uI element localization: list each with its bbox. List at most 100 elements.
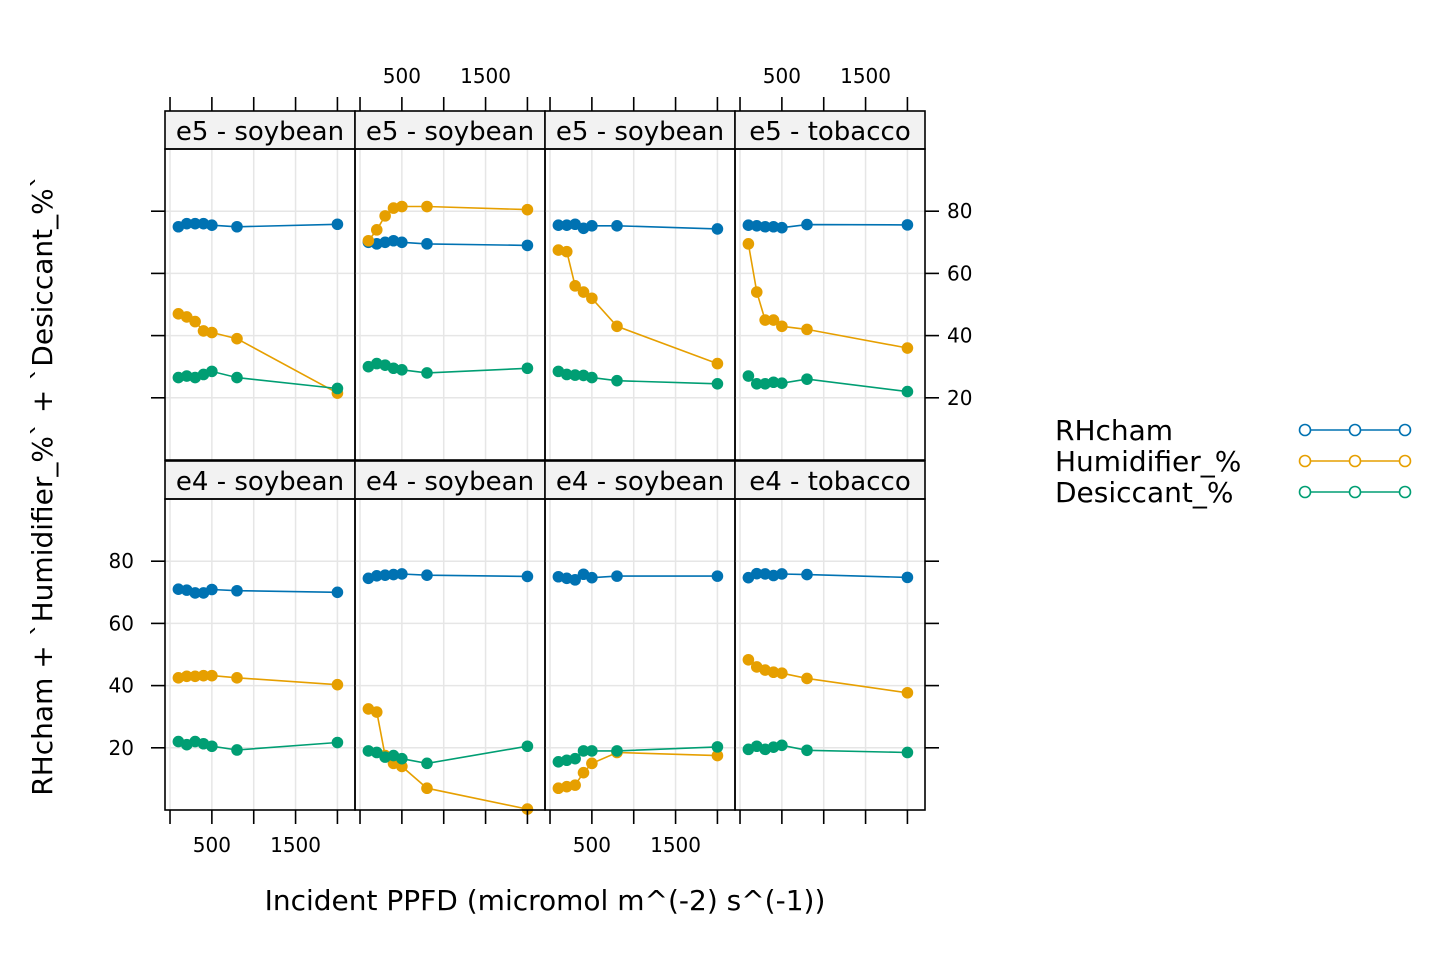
data-point [379,210,391,222]
data-point [577,745,590,757]
x-tick-label-top: 1500 [840,64,891,88]
data-point [611,220,623,232]
data-point [396,364,408,376]
strip-background [165,111,355,149]
data-point [901,571,914,584]
data-point [180,217,193,230]
data-point [801,218,813,231]
panel-5: e4 - soybean [354,460,546,815]
panel-border [354,148,546,461]
data-point [901,686,914,699]
data-point [776,667,788,679]
data-point [742,238,755,250]
data-point [711,223,724,235]
data-point [586,292,598,305]
legend-item: Humidifier_% [1055,445,1412,478]
data-point [189,587,201,599]
data-point [586,757,598,770]
panel-border [164,148,356,461]
data-point [206,365,218,378]
data-point [396,568,408,580]
data-point [750,286,763,298]
data-point [776,377,788,389]
data-point [521,740,534,753]
data-point [206,669,218,682]
data-point [331,218,344,231]
y-tick-label-left: 80 [109,549,134,573]
strip-label: e5 - tobacco [749,117,910,147]
data-point [231,371,243,384]
data-point [331,586,344,599]
data-point [611,320,623,333]
data-point [331,382,344,395]
strip-label: e4 - soybean [366,467,534,497]
data-point [370,570,383,582]
data-point [552,219,565,231]
data-point [750,567,763,580]
data-point [421,782,433,795]
x-tick-label-top: 500 [763,64,801,88]
data-point [586,220,598,232]
data-point [189,315,201,328]
panel-1: e5 - soybean [354,110,546,461]
data-point [711,749,724,762]
legend-marker [1398,454,1412,468]
data-point [379,569,391,581]
data-point [206,583,218,596]
data-point [711,357,724,370]
data-point [611,374,623,387]
y-tick-label-right: 60 [947,261,972,285]
data-point [560,368,573,381]
data-point [742,653,755,666]
legend-marker [1298,454,1312,468]
data-point [172,583,185,595]
data-point [396,200,408,213]
x-tick-label-top: 500 [383,64,421,88]
data-point [776,320,788,333]
strip-label: e4 - soybean [556,467,724,497]
data-point [569,779,581,791]
legend-marker [1348,454,1362,468]
data-point [569,752,581,765]
data-point [421,569,433,581]
data-point [231,672,243,684]
legend-marker [1398,423,1412,437]
data-point [901,746,914,759]
data-point [206,326,218,339]
panel-border [354,498,546,811]
data-point [750,220,763,232]
y-tick-label-left: 20 [109,736,134,760]
legend-label: Humidifier_% [1055,445,1241,478]
data-point [331,678,344,691]
data-point [396,752,408,765]
axes-layer: 500 1500 500 1500 500 1500 500 1500 20 40 60 80 20 40… [109,64,973,857]
series-line [558,249,718,365]
legend-label: Desiccant_% [1055,476,1233,509]
data-point [901,385,914,398]
x-tick-label-bottom: 500 [193,833,231,857]
y-tick-label-right: 80 [947,199,972,223]
x-tick-label-top: 1500 [460,64,511,88]
panel-0: e5 - soybean [164,110,356,461]
data-point [577,766,590,779]
strip-background [545,111,735,149]
data-point [767,666,780,679]
data-point [776,221,788,234]
strip-background [735,111,925,149]
data-point [569,574,581,586]
x-tick-label-bottom: 1500 [270,833,321,857]
panels-layer: e5 - soybean e5 - soybean e5 - soybean e5 -… [164,110,926,815]
legend-marker [1298,423,1312,437]
data-point [362,234,375,247]
strip-background [735,461,925,499]
data-point [611,570,623,582]
data-point [206,740,218,753]
panel-2: e5 - soybean [544,110,736,461]
data-point [742,219,755,231]
data-point [421,238,433,250]
legend-label: RHcham [1055,414,1173,447]
data-point [569,280,581,292]
data-point [801,672,813,685]
data-point [586,371,598,384]
